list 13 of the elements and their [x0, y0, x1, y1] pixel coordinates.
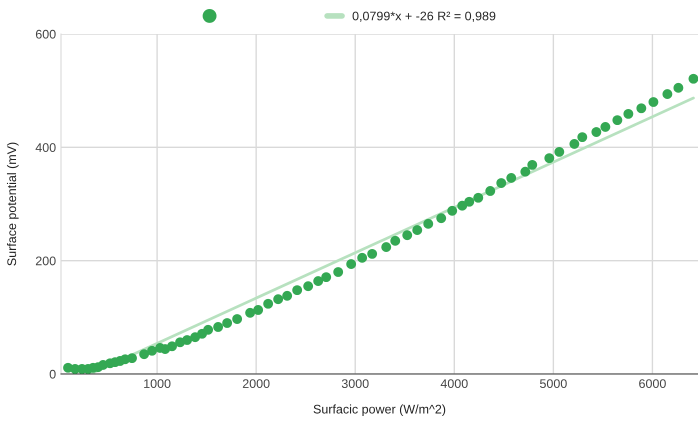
y-tick-label: 0: [50, 370, 56, 379]
x-tick-label: 5000: [540, 379, 567, 388]
x-tick-label: 4000: [440, 379, 468, 388]
x-tick-label: 2000: [242, 379, 270, 388]
y-axis-title: Surface potential (mV): [6, 142, 19, 266]
x-tick-label: 1000: [144, 379, 171, 388]
y-tick-label: 600: [36, 30, 56, 39]
x-tick-label: 3000: [342, 379, 369, 388]
x-tick-label: 6000: [639, 379, 666, 388]
legend-label: 0,0799*x + -26 R² = 0,989: [352, 12, 496, 22]
y-tick-label: 400: [36, 143, 56, 152]
y-tick-label: 200: [36, 256, 56, 266]
x-axis-title: Surfacic power (W/m^2): [314, 404, 446, 416]
